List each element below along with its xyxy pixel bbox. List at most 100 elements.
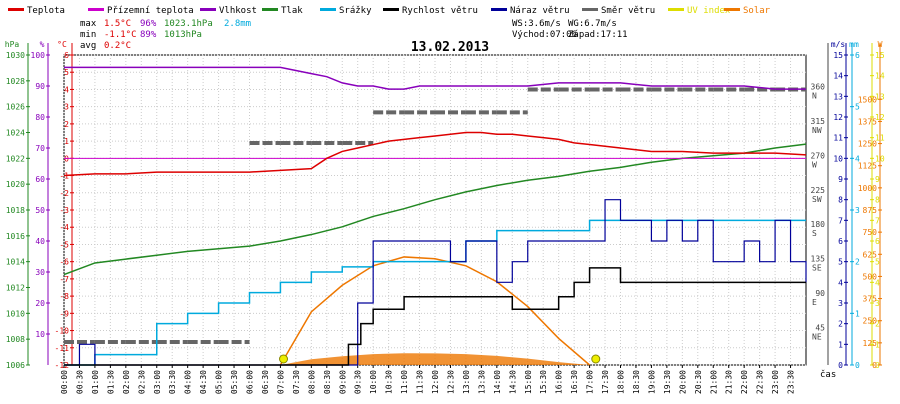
ms-axis-tick-label: 0	[838, 361, 843, 370]
legend-label: Srážky	[339, 6, 372, 16]
ms-axis-tick-label: 7	[838, 216, 843, 225]
temp-axis-unit: °C	[57, 40, 67, 49]
legend-label: Teplota	[27, 6, 65, 16]
temp-axis-tick-label: 6	[64, 51, 69, 60]
ms-axis-tick-label: 2	[838, 320, 843, 329]
legend-label: Směr větru	[601, 6, 655, 16]
legend-swatch	[8, 8, 24, 11]
dir-compass-label: NW	[812, 126, 822, 135]
hpa-axis-tick-label: 1010	[6, 309, 25, 318]
x-tick-label: 08:00	[307, 370, 316, 394]
x-tick-label: 11:30	[416, 370, 425, 394]
hpa-axis-tick-label: 1026	[6, 103, 25, 112]
wm2-axis-tick-label: 625	[863, 250, 878, 259]
temp-axis-tick-label: -5	[59, 240, 69, 249]
hpa-axis-tick-label: 1006	[6, 361, 25, 370]
x-tick-label: 02:00	[122, 370, 131, 394]
mm-axis-tick-label: 4	[855, 154, 860, 163]
uv-axis-tick-label: 2	[875, 320, 880, 329]
stat-min-temp: -1.1°C	[104, 30, 137, 40]
hpa-axis-tick-label: 1018	[6, 206, 25, 215]
legend-label: Rychlost větru	[402, 6, 478, 16]
wm2-axis-tick-label: 0	[872, 361, 877, 370]
ms-axis-tick-label: 14	[833, 72, 843, 81]
mm-axis-tick-label: 1	[855, 309, 860, 318]
dir-tick-label: 90	[815, 289, 825, 298]
dir-compass-label: SE	[812, 264, 822, 273]
x-tick-label: 05:00	[215, 370, 224, 394]
ms-axis-tick-label: 8	[838, 196, 843, 205]
legend-swatch	[724, 8, 740, 11]
uv-axis-tick-label: 9	[875, 175, 880, 184]
series-humidity	[64, 66, 806, 90]
x-tick-label: 14:30	[508, 370, 517, 394]
x-tick-label: 23:00	[771, 370, 780, 394]
x-tick-label: 03:30	[168, 370, 177, 394]
ms-axis-tick-label: 5	[838, 258, 843, 267]
ms-axis-tick-label: 3	[838, 299, 843, 308]
dir-tick-label: 135	[811, 255, 826, 264]
dir-tick-label: 360	[811, 82, 826, 91]
x-tick-label: 05:30	[230, 370, 239, 394]
wm2-axis-tick-label: 250	[863, 317, 878, 326]
dir-compass-label: SW	[812, 195, 822, 204]
temp-axis-tick-label: 3	[64, 103, 69, 112]
stat-min-label: min	[80, 30, 96, 40]
x-tick-label: 20:00	[678, 370, 687, 394]
ms-axis-tick-label: 6	[838, 237, 843, 246]
hpa-axis-tick-label: 1030	[6, 51, 25, 60]
stat-max-temp: 1.5°C	[104, 19, 131, 29]
series-wind-speed	[64, 267, 806, 366]
uv-axis-tick-label: 7	[875, 216, 880, 225]
hpa-axis-tick-label: 1014	[6, 258, 25, 267]
dir-compass-label: W	[812, 160, 817, 169]
wm2-axis-tick-label: 875	[863, 206, 878, 215]
sunrise-info: Východ:07:06	[512, 30, 577, 40]
dir-compass-label: NE	[812, 333, 822, 342]
uv-axis-tick-label: 5	[875, 258, 880, 267]
hpa-axis-tick-label: 1020	[6, 180, 25, 189]
pct-axis-tick-label: 20	[35, 299, 45, 308]
x-tick-label: 12:30	[446, 370, 455, 394]
x-tick-label: 15:30	[539, 370, 548, 394]
hpa-axis-unit: hPa	[5, 40, 20, 49]
legend-swatch	[582, 8, 598, 11]
hpa-axis-tick-label: 1012	[6, 284, 25, 293]
x-tick-label: 15:00	[524, 370, 533, 394]
x-tick-label: 11:00	[400, 370, 409, 394]
wm2-axis-tick-label: 500	[863, 272, 878, 281]
temp-axis-tick-label: 4	[64, 85, 69, 94]
x-tick-label: 17:30	[601, 370, 610, 394]
hpa-axis-tick-label: 1022	[6, 154, 25, 163]
x-tick-label: 12:00	[431, 370, 440, 394]
legend-swatch	[88, 8, 104, 11]
pct-axis-tick-label: 50	[35, 206, 45, 215]
dir-tick-label: 270	[811, 151, 826, 160]
legend-label: Přízemní teplota	[107, 6, 194, 16]
x-tick-label: 04:30	[199, 370, 208, 394]
ms-axis-tick-label: 15	[833, 51, 843, 60]
axes: 00:00 00:30 01:00 01:30 02:00 02:30 03:00 03:30…	[5, 40, 885, 394]
x-tick-label: 23:30	[787, 370, 796, 394]
x-tick-label: 02:30	[137, 370, 146, 394]
x-tick-label: 00:00	[60, 370, 69, 394]
x-tick-label: 09:30	[354, 370, 363, 394]
x-tick-label: 13:30	[477, 370, 486, 394]
stat-max-label: max	[80, 19, 97, 29]
mm-axis-tick-label: 3	[855, 206, 860, 215]
pct-axis-tick-label: 30	[35, 268, 45, 277]
hpa-axis-tick-label: 1016	[6, 232, 25, 241]
stat-rain-total: 2.8mm	[224, 19, 251, 29]
temp-axis-tick-label: -6	[59, 258, 69, 267]
pct-axis-tick-label: 10	[35, 330, 45, 339]
x-tick-label: 07:30	[292, 370, 301, 394]
x-tick-label: 06:30	[261, 370, 270, 394]
wm2-axis-tick-label: 1375	[858, 117, 877, 126]
grid	[63, 54, 807, 366]
x-tick-label: 04:00	[184, 370, 193, 394]
legend-swatch	[491, 8, 507, 11]
x-tick-label: 00:30	[75, 370, 84, 394]
stat-max-hum: 96%	[140, 19, 157, 29]
dir-compass-label: S	[812, 229, 817, 238]
